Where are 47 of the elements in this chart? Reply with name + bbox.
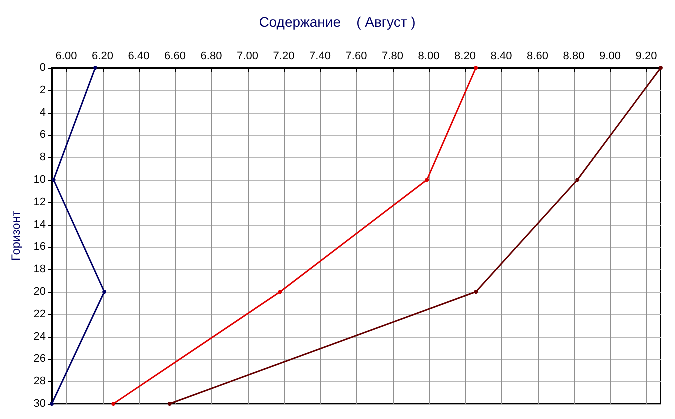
x-tick-label: 6.00 [56,50,78,62]
x-tick-label: 8.80 [563,50,585,62]
y-tick-label: 14 [34,218,46,231]
x-tick-label: 9.20 [636,50,658,62]
point [659,66,663,70]
x-tick-label: 7.00 [237,50,258,62]
x-tick-label: 8.20 [454,50,476,62]
x-tick-label: 6.80 [200,50,222,62]
x-tick-label: 7.40 [310,50,331,62]
y-tick-label: 30 [34,398,46,410]
point [94,66,98,70]
x-tick-label: 8.40 [490,50,512,62]
y-tick-label: 16 [34,241,46,254]
x-tick-label: 7.60 [346,50,368,62]
point [168,402,172,406]
y-tick-label: 0 [40,62,46,74]
y-tick-label: 20 [34,286,46,298]
point [278,290,282,294]
x-tick-label: 6.40 [128,50,150,62]
y-tick-label: 26 [34,353,46,366]
y-axis-title: Горизонт [9,210,23,261]
y-tick-label: 24 [34,330,46,343]
y-tick-label: 18 [34,264,46,276]
point [50,402,54,406]
x-tick-label: 8.60 [527,50,548,62]
y-tick-label: 10 [34,174,46,186]
point [474,66,478,70]
y-tick-label: 2 [40,84,46,96]
x-tick-label: 6.60 [164,50,186,62]
point [52,178,56,182]
chart-title: Содержание ( Август ) [259,14,416,30]
point [102,290,107,294]
point [576,178,580,182]
x-tick-label: 9.00 [600,50,621,62]
x-tick-label: 7.20 [273,50,295,62]
x-tick-label: 7.80 [382,50,404,62]
y-tick-label: 22 [34,308,46,320]
y-tick-label: 4 [40,106,46,119]
y-tick-label: 28 [34,376,46,388]
point [425,178,430,182]
x-tick-label: 6.20 [92,50,114,62]
x-tick-label: 8.00 [418,50,440,62]
y-tick-label: 8 [40,152,46,164]
point [474,290,478,294]
y-tick-label: 12 [34,196,46,208]
y-tick-label: 6 [40,129,46,142]
point [112,402,116,406]
